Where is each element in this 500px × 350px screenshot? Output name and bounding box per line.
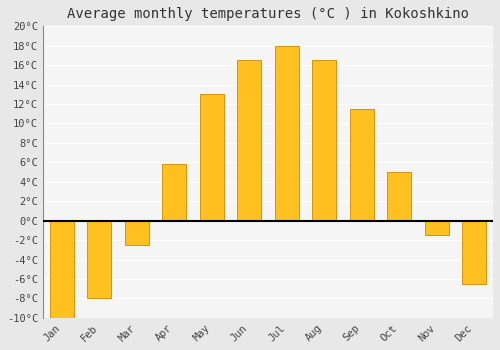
Bar	[50, 220, 74, 318]
Bar	[237, 60, 262, 220]
Bar	[424, 220, 449, 235]
Bar	[462, 220, 486, 284]
Bar	[124, 220, 149, 245]
Bar	[87, 220, 112, 299]
Bar	[350, 109, 374, 220]
Bar	[162, 164, 186, 220]
Bar	[274, 46, 299, 220]
Title: Average monthly temperatures (°C ) in Kokoshkino: Average monthly temperatures (°C ) in Ko…	[67, 7, 469, 21]
Bar	[387, 172, 411, 220]
Bar	[312, 60, 336, 220]
Bar	[200, 94, 224, 220]
